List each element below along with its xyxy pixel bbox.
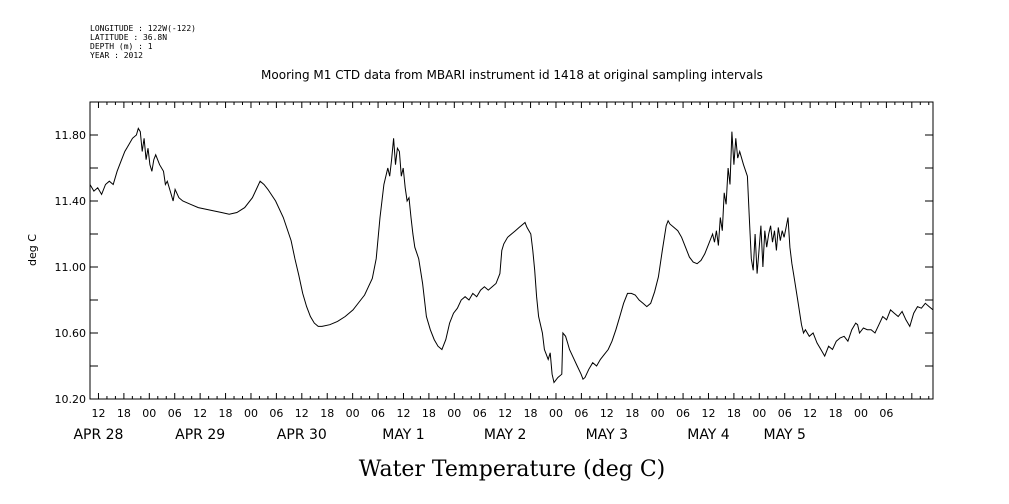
x-tick-label: 12 (193, 407, 207, 420)
x-tick-label: 18 (117, 407, 131, 420)
x-tick-label: 18 (219, 407, 233, 420)
x-tick-labels: 12 18 00 06 12 18 00 06 12 18 00 06 12 18 00 06 12 18 00 06… (91, 407, 893, 420)
x-tick-label: 06 (778, 407, 792, 420)
x-tick-label: 18 (524, 407, 538, 420)
x-tick-label: 06 (473, 407, 487, 420)
x-date-label: APR 30 (277, 427, 327, 443)
x-tick-label: 12 (701, 407, 715, 420)
x-tick-label: 06 (676, 407, 690, 420)
x-date-label: MAY 2 (484, 427, 526, 443)
chart-title: Mooring M1 CTD data from MBARI instrumen… (261, 68, 763, 82)
y-tick-label: 10.20 (55, 393, 87, 406)
x-tick-label: 12 (295, 407, 309, 420)
x-date-label: MAY 3 (586, 427, 628, 443)
x-tick-label: 06 (168, 407, 182, 420)
x-tick-label: 00 (651, 407, 665, 420)
metadata-line: LONGITUDE : 122W(-122) (90, 24, 196, 33)
x-date-label: MAY 5 (763, 427, 805, 443)
x-date-label: MAY 4 (687, 427, 730, 443)
x-tick-label: 00 (854, 407, 868, 420)
series-line (89, 127, 934, 384)
x-tick-label: 18 (625, 407, 639, 420)
x-tick-label: 00 (549, 407, 563, 420)
x-tick-label: 12 (396, 407, 410, 420)
x-tick-label: 06 (879, 407, 893, 420)
plot-frame (89, 101, 934, 400)
x-tick-label: 00 (244, 407, 258, 420)
x-tick-label: 00 (447, 407, 461, 420)
metadata-line: YEAR : 2012 (90, 51, 143, 60)
metadata-block: LONGITUDE : 122W(-122) LATITUDE : 36.8N … (90, 24, 196, 60)
x-tick-label: 12 (91, 407, 105, 420)
x-tick-label: 06 (269, 407, 283, 420)
metadata-line: DEPTH (m) : 1 (90, 42, 153, 51)
x-tick-label: 18 (422, 407, 436, 420)
y-axis-label: deg C (26, 234, 39, 266)
x-tick-label: 18 (829, 407, 843, 420)
x-date-label: APR 29 (175, 427, 225, 443)
x-tick-label: 18 (727, 407, 741, 420)
x-tick-label: 12 (498, 407, 512, 420)
x-tick-label: 00 (752, 407, 766, 420)
x-tick-label: 12 (803, 407, 817, 420)
x-axis-title: Water Temperature (deg C) (359, 457, 666, 482)
y-tick-label: 11.40 (55, 195, 87, 208)
x-date-labels: APR 28 APR 29 APR 30 MAY 1 MAY 2 MAY 3 MAY 4 MA… (73, 427, 806, 443)
y-tick-label: 10.60 (55, 327, 87, 340)
x-tick-label: 12 (600, 407, 614, 420)
y-tick-labels: 10.20 10.60 11.00 11.40 11.80 (55, 129, 87, 406)
x-tick-label: 00 (346, 407, 360, 420)
y-tick-label: 11.80 (55, 129, 87, 142)
x-date-label: APR 28 (73, 427, 123, 443)
x-date-label: MAY 1 (382, 427, 424, 443)
metadata-line: LATITUDE : 36.8N (90, 33, 167, 42)
x-tick-label: 06 (574, 407, 588, 420)
x-tick-label: 06 (371, 407, 385, 420)
y-tick-label: 11.00 (55, 261, 87, 274)
x-tick-label: 18 (320, 407, 334, 420)
x-tick-label: 00 (142, 407, 156, 420)
axis-ticks (89, 101, 933, 400)
